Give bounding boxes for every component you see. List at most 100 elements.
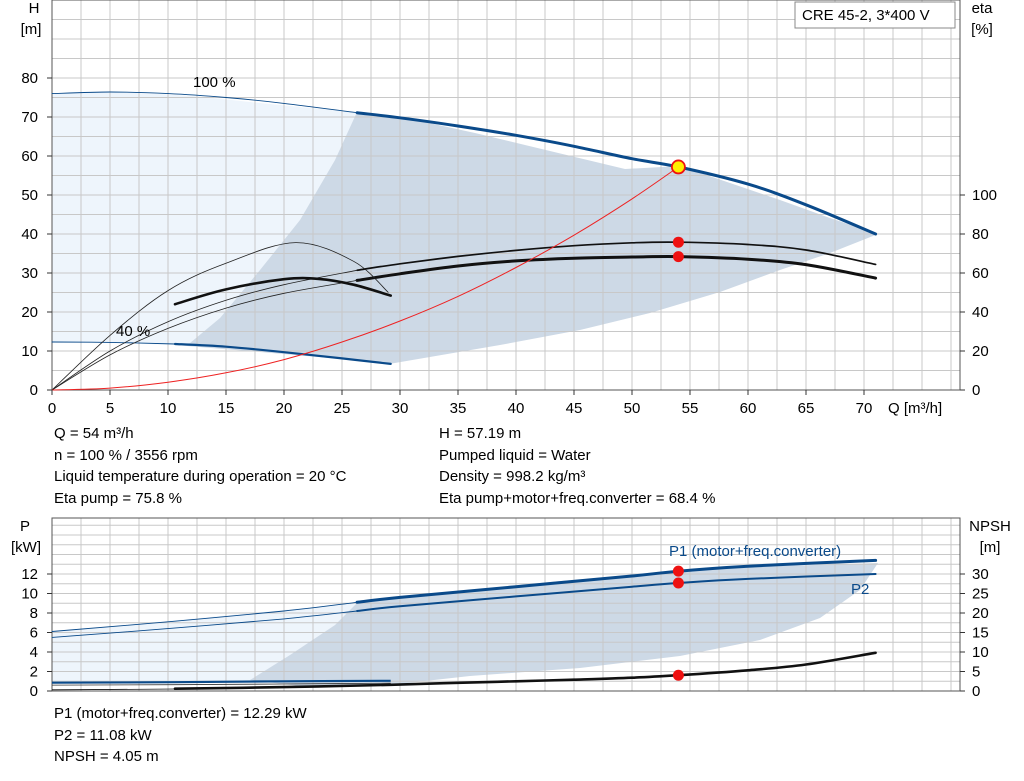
top-x-tick-label: 45	[566, 400, 583, 417]
bottom-curves	[51, 558, 878, 691]
model-box-text: CRE 45-2, 3*400 V	[802, 7, 930, 24]
h-tick-label: 30	[21, 265, 38, 282]
top-ticks: 0 5 10 15 20 25 30 35 40 45 50 55 60 65 70 0 10 20 30 40 50 6…	[21, 70, 997, 417]
npsh-axis-title: NPSH	[969, 518, 1011, 535]
model-box	[794, 1, 956, 29]
p-axis-unit: [kW]	[11, 539, 41, 556]
p1-reduced-speed-curve	[51, 679, 391, 684]
top-curves	[51, 91, 878, 391]
npsh-axis-unit: [m]	[980, 539, 1001, 556]
info-n: n = 100 % / 3556 rpm	[54, 446, 198, 464]
info-h: H = 57.19 m	[439, 425, 522, 442]
eta-pump-curve	[356, 241, 877, 272]
top-x-tick-label: 30	[392, 400, 409, 417]
eta-tick-label: 60	[972, 265, 989, 282]
p2-reduced-speed-curve	[51, 682, 391, 686]
h-tick-label: 10	[21, 343, 38, 360]
eta-total-curve	[355, 255, 878, 282]
system-curve	[51, 166, 679, 391]
npsh-curve-thin	[51, 688, 176, 691]
p-axis-title: P	[20, 518, 30, 535]
bottom-ticks: 0 2 4 6 8 10 12 0 5 10 15 20 25 30	[21, 566, 988, 700]
info-pumped-liquid: Pumped liquid = Water	[439, 446, 591, 464]
p-tick-label: 4	[30, 644, 38, 661]
power-npsh-chart: 0 2 4 6 8 10 12 0 5 10 15 20 25 30 P [kW] NPSH [m] P1…	[11, 517, 1011, 700]
eta-thin-curve-2	[51, 269, 358, 391]
eta-thin-curve-1	[51, 242, 389, 391]
p-tick-label: 6	[30, 625, 38, 642]
p-tick-label: 10	[21, 586, 38, 603]
h-tick-label: 50	[21, 187, 38, 204]
eta-axis-title: eta	[972, 0, 994, 17]
head-curve-100-thin	[51, 91, 358, 114]
top-x-tick-label: 40	[508, 400, 525, 417]
top-grid	[52, 0, 960, 390]
p1-curve-thin	[51, 601, 358, 632]
top-x-tick-label: 5	[106, 400, 114, 417]
h-axis-title: H	[29, 0, 40, 17]
h-tick-label: 0	[30, 382, 38, 399]
p2-duty-point	[672, 577, 684, 589]
eta-tick-label: 20	[972, 343, 989, 360]
eta-tick-label: 100	[972, 187, 997, 204]
p-tick-label: 0	[30, 683, 38, 700]
h-tick-label: 60	[21, 148, 38, 165]
eta-pump-duty-point	[672, 236, 684, 248]
label-40-percent: 40 %	[116, 323, 150, 340]
npsh-curve	[173, 651, 877, 690]
info-npsh: NPSH = 4.05 m	[54, 748, 159, 765]
h-tick-label: 70	[21, 109, 38, 126]
label-100-percent: 100 %	[193, 74, 236, 91]
bottom-plot-frame	[51, 517, 961, 692]
info-density: Density = 998.2 kg/m³	[439, 468, 586, 485]
head-efficiency-chart: 0 5 10 15 20 25 30 35 40 45 50 55 60 65 70 0 10 20 30 40 50 6…	[21, 0, 997, 417]
p2-curve-thin	[51, 610, 358, 638]
top-x-tick-label: 10	[160, 400, 177, 417]
info-bottom: P1 (motor+freq.converter) = 12.29 kW P2 …	[54, 703, 307, 768]
npsh-tick-label: 15	[972, 625, 989, 642]
top-x-tick-label: 0	[48, 400, 56, 417]
top-x-tick-label: 15	[218, 400, 235, 417]
top-x-tick-label: 65	[798, 400, 815, 417]
info-q: Q = 54 m³/h	[54, 425, 134, 442]
npsh-tick-label: 20	[972, 605, 989, 622]
h-axis-unit: [m]	[21, 21, 42, 38]
p-tick-label: 8	[30, 605, 38, 622]
eta-tick-label: 0	[972, 382, 980, 399]
top-x-tick-label: 35	[450, 400, 467, 417]
npsh-tick-label: 0	[972, 683, 980, 700]
info-liquid-temp: Liquid temperature during operation = 20…	[54, 468, 347, 485]
eta-axis-unit: [%]	[971, 21, 993, 38]
top-x-tick-label: 60	[740, 400, 757, 417]
head-curve-100	[355, 111, 878, 236]
info-p1: P1 (motor+freq.converter) = 12.29 kW	[54, 705, 307, 722]
eta-reduced-speed-curve	[173, 276, 392, 306]
p-tick-label: 12	[21, 566, 38, 583]
top-x-tick-label: 20	[276, 400, 293, 417]
info-top-right: H = 57.19 m Pumped liquid = Water Densit…	[439, 423, 715, 509]
eta-thin-curve-3	[51, 280, 358, 391]
top-x-tick-label: 25	[334, 400, 351, 417]
q-axis-title: Q [m³/h]	[888, 400, 942, 417]
info-p2: P2 = 11.08 kW	[54, 726, 152, 744]
label-p2: P2	[851, 581, 869, 598]
top-x-tick-label: 50	[624, 400, 641, 417]
p1-curve	[355, 558, 878, 604]
npsh-duty-point	[672, 669, 684, 681]
head-curve-40	[173, 342, 392, 365]
npsh-tick-label: 25	[972, 586, 989, 603]
top-x-tick-label: 70	[856, 400, 873, 417]
eta-tick-label: 80	[972, 226, 989, 243]
head-curve-40-thin	[51, 341, 176, 345]
npsh-tick-label: 5	[972, 664, 980, 681]
label-p1: P1 (motor+freq.converter)	[669, 543, 841, 560]
eta-tick-label: 40	[972, 304, 989, 321]
info-top-left: Q = 54 m³/h n = 100 % / 3556 rpm Liquid …	[54, 423, 346, 509]
npsh-tick-label: 10	[972, 644, 989, 661]
info-eta-total: Eta pump+motor+freq.converter = 68.4 %	[439, 489, 716, 507]
info-eta-pump: Eta pump = 75.8 %	[54, 489, 182, 507]
operating-range-light	[52, 92, 357, 345]
h-tick-label: 20	[21, 304, 38, 321]
eta-total-duty-point	[672, 251, 684, 263]
